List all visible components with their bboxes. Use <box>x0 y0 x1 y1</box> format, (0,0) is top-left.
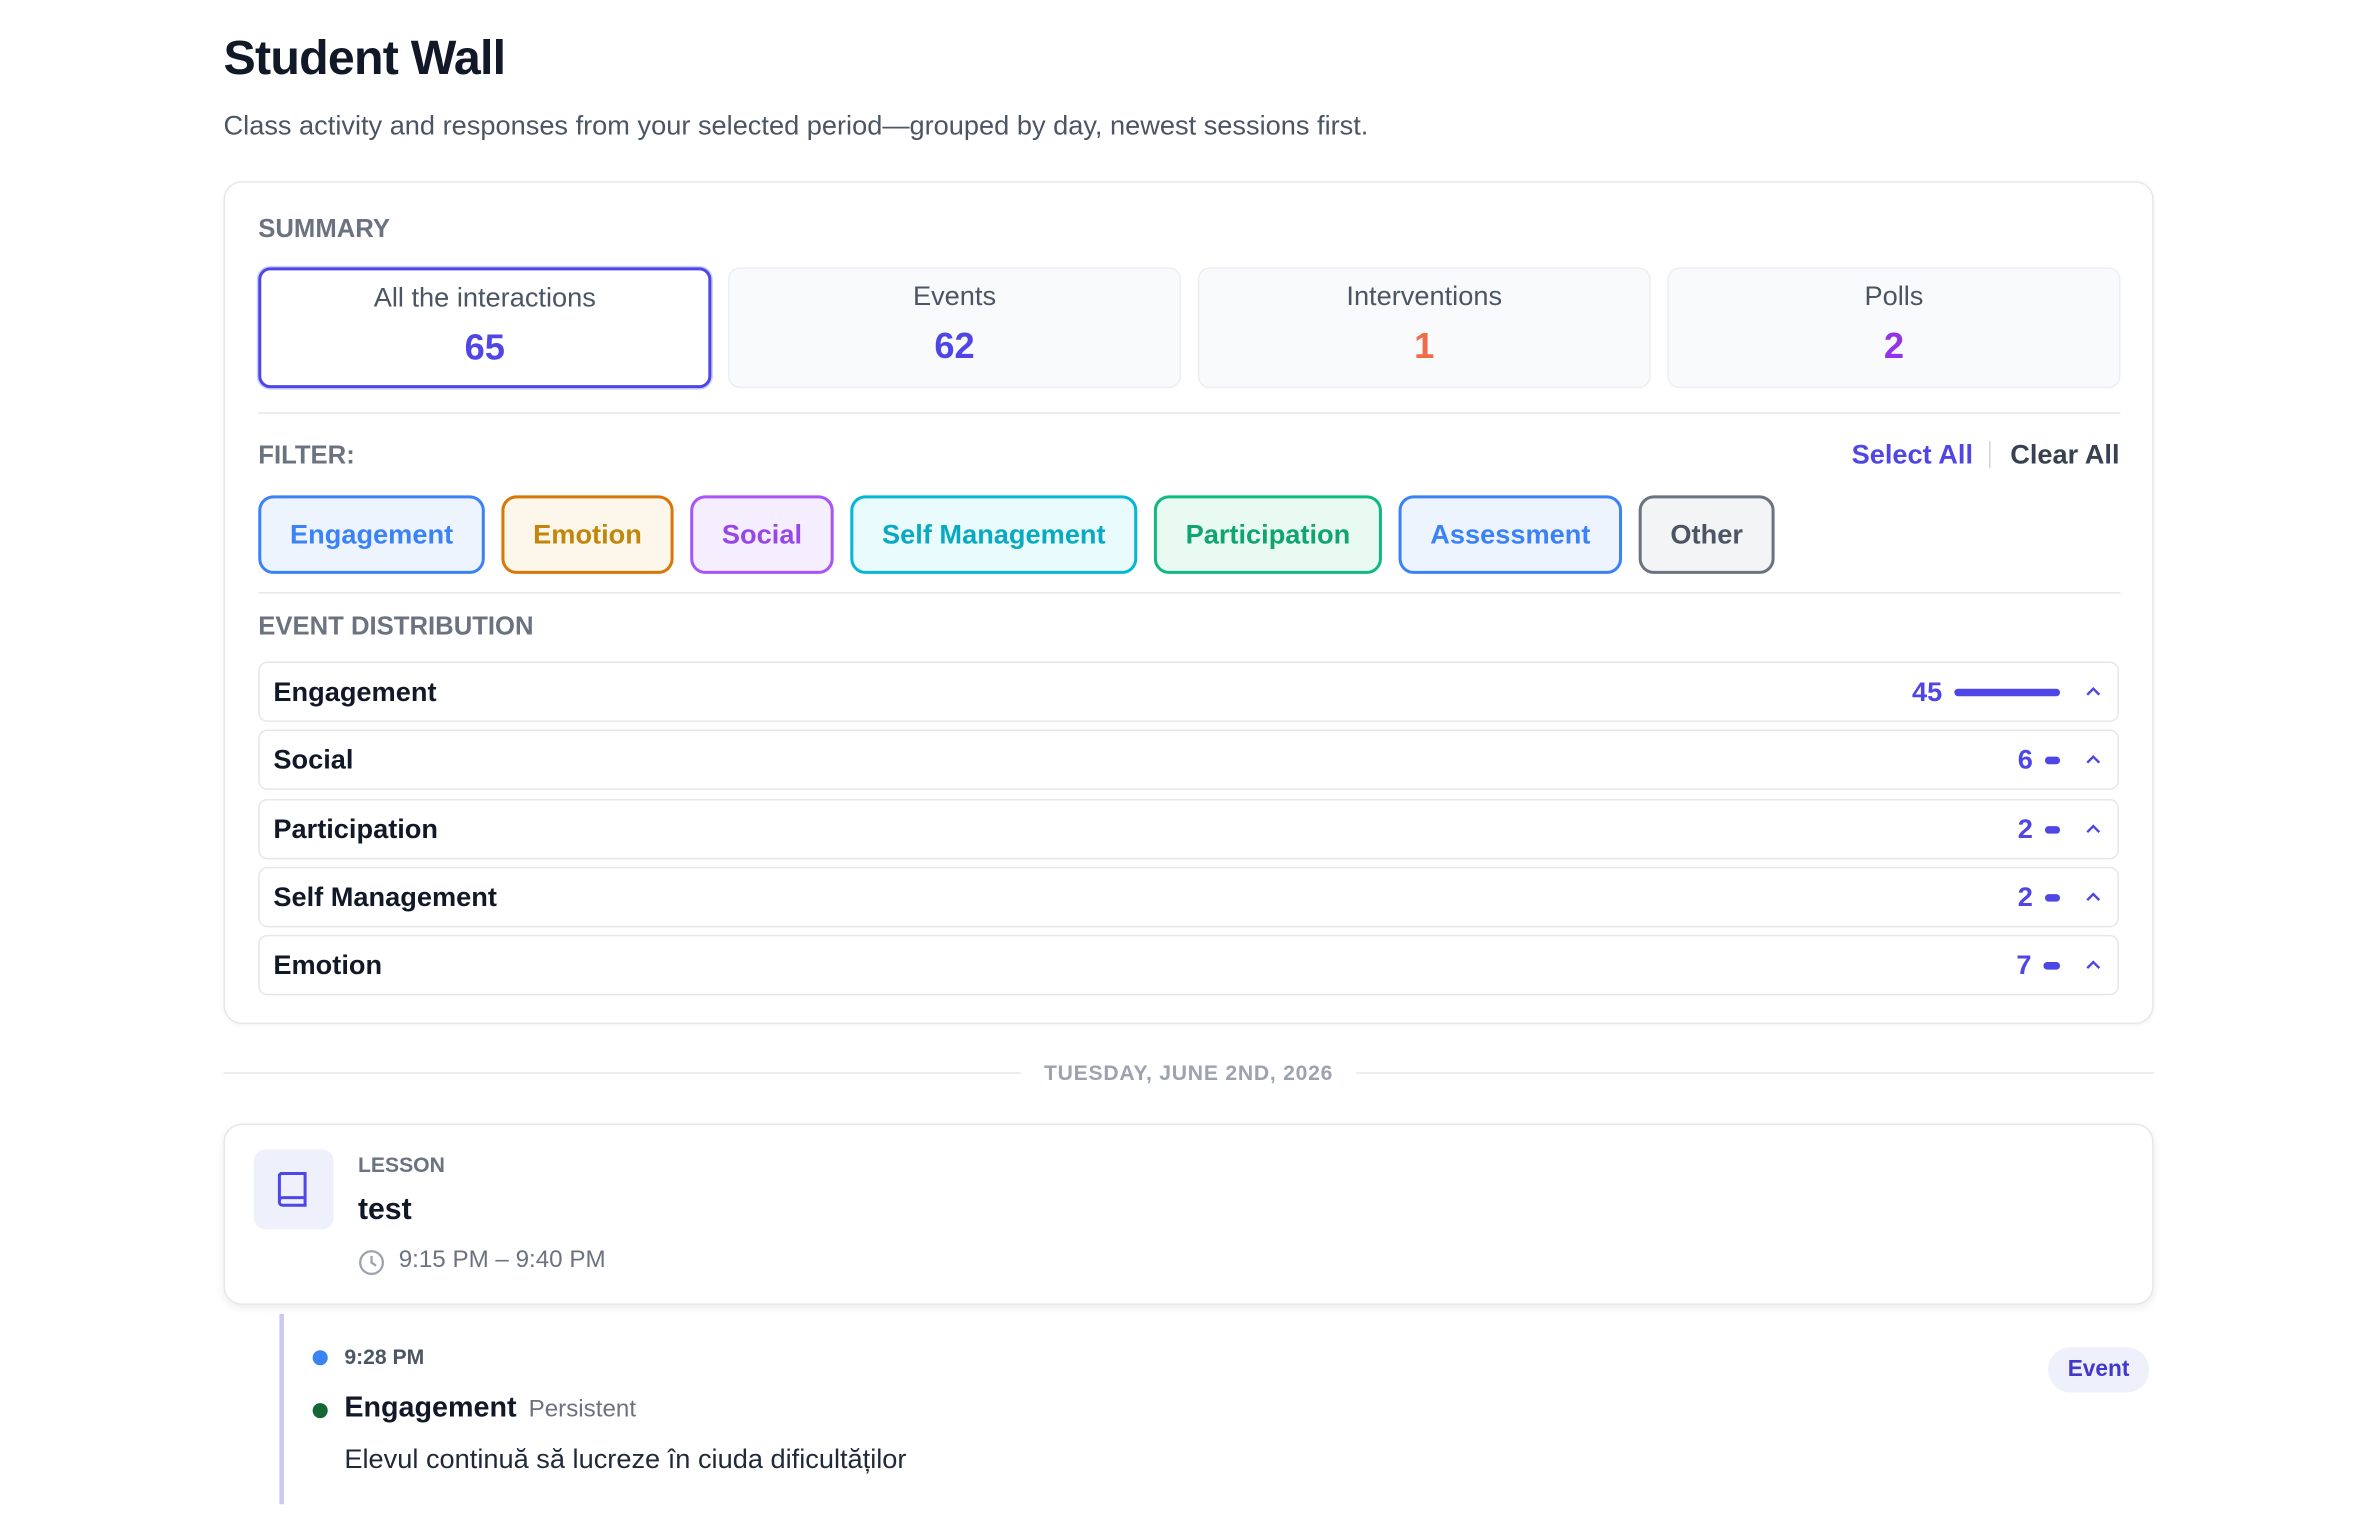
row-count: 6 <box>2017 745 2033 776</box>
filter-chip[interactable]: Participation <box>1153 495 1382 574</box>
book-icon <box>277 1171 307 1207</box>
lesson-kind: LESSON <box>357 1152 445 1177</box>
chevron[interactable] <box>2084 888 2102 906</box>
row-label: Engagement <box>273 676 437 707</box>
chevron[interactable] <box>2084 956 2102 974</box>
date-rule <box>223 1072 1021 1074</box>
distribution-row[interactable]: Emotion 7 <box>258 935 2119 996</box>
distribution-row[interactable]: Participation 2 <box>258 798 2119 859</box>
divider <box>258 412 2121 414</box>
filter-chip[interactable]: Emotion <box>501 495 674 574</box>
stat-value: 65 <box>464 327 505 369</box>
lesson-time: 9:15 PM – 9:40 PM <box>398 1247 606 1274</box>
divider <box>258 592 2121 594</box>
stat-label: All the interactions <box>373 282 596 313</box>
stat-label: Interventions <box>1346 280 1503 312</box>
row-count: 2 <box>2017 881 2033 913</box>
filter-heading: FILTER: <box>258 441 355 470</box>
entry-text: Elevul continuă să lucreze în ciuda difi… <box>344 1443 907 1475</box>
stat-card[interactable]: Polls 2 <box>1667 267 2121 389</box>
lesson-title: test <box>357 1193 412 1227</box>
page-title: Student Wall <box>223 30 507 85</box>
stat-card[interactable]: Events 62 <box>727 267 1182 389</box>
time-dot <box>312 1350 328 1366</box>
stat-card[interactable]: Interventions 1 <box>1197 267 1651 389</box>
entry-badge: Event <box>2047 1347 2150 1393</box>
filter-chip[interactable]: Assessment <box>1398 495 1623 574</box>
date-rule <box>1356 1072 2154 1074</box>
lesson-card[interactable] <box>223 1123 2154 1305</box>
clear-all[interactable]: Clear All <box>2010 439 2120 470</box>
summary-heading: SUMMARY <box>258 214 390 244</box>
count-bar <box>2044 893 2061 902</box>
distribution-heading: EVENT DISTRIBUTION <box>258 611 534 641</box>
separator <box>1989 441 1991 469</box>
entry-category: Engagement <box>344 1392 517 1425</box>
page-subtitle: Class activity and responses from your s… <box>223 110 1369 141</box>
filter-chip[interactable]: Self Management <box>850 495 1138 574</box>
count-bar <box>1954 688 2061 697</box>
stat-value: 2 <box>1883 326 1904 368</box>
category-dot <box>312 1403 328 1419</box>
stat-value: 1 <box>1414 326 1435 368</box>
stat-label: Events <box>912 280 997 312</box>
count-bar <box>2044 825 2061 834</box>
lesson-icon <box>253 1149 334 1230</box>
distribution-row[interactable]: Self Management 2 <box>258 866 2119 928</box>
row-label: Social <box>273 745 354 776</box>
chevron[interactable] <box>2084 819 2102 837</box>
summary-card <box>223 181 2154 1024</box>
clock-icon <box>359 1250 384 1276</box>
filter-chip[interactable]: Engagement <box>258 495 485 574</box>
stat-label: Polls <box>1864 280 1924 312</box>
filter-chip[interactable]: Social <box>690 495 834 574</box>
row-label: Participation <box>273 813 439 844</box>
count-bar <box>2043 962 2061 970</box>
chevron[interactable] <box>2084 751 2102 769</box>
distribution-row[interactable]: Social 6 <box>258 729 2119 791</box>
select-all[interactable]: Select All <box>1851 439 1974 470</box>
row-label: Self Management <box>273 881 497 913</box>
entry-tag: Persistent <box>528 1397 637 1423</box>
timeline <box>279 1313 284 1505</box>
filter-chip[interactable]: Other <box>1638 495 1775 574</box>
stat-value: 62 <box>934 326 975 368</box>
date-label: TUESDAY, JUNE 2ND, 2026 <box>1043 1060 1334 1085</box>
row-label: Emotion <box>273 950 383 981</box>
distribution-row[interactable]: Engagement 45 <box>258 661 2119 722</box>
row-count: 7 <box>2016 950 2032 981</box>
row-count: 2 <box>2017 813 2033 844</box>
chevron[interactable] <box>2084 683 2102 701</box>
row-count: 45 <box>1911 676 1943 707</box>
entry-time: 9:28 PM <box>344 1344 425 1369</box>
stat-card[interactable]: All the interactions 65 <box>258 267 712 389</box>
count-bar <box>2044 757 2061 765</box>
